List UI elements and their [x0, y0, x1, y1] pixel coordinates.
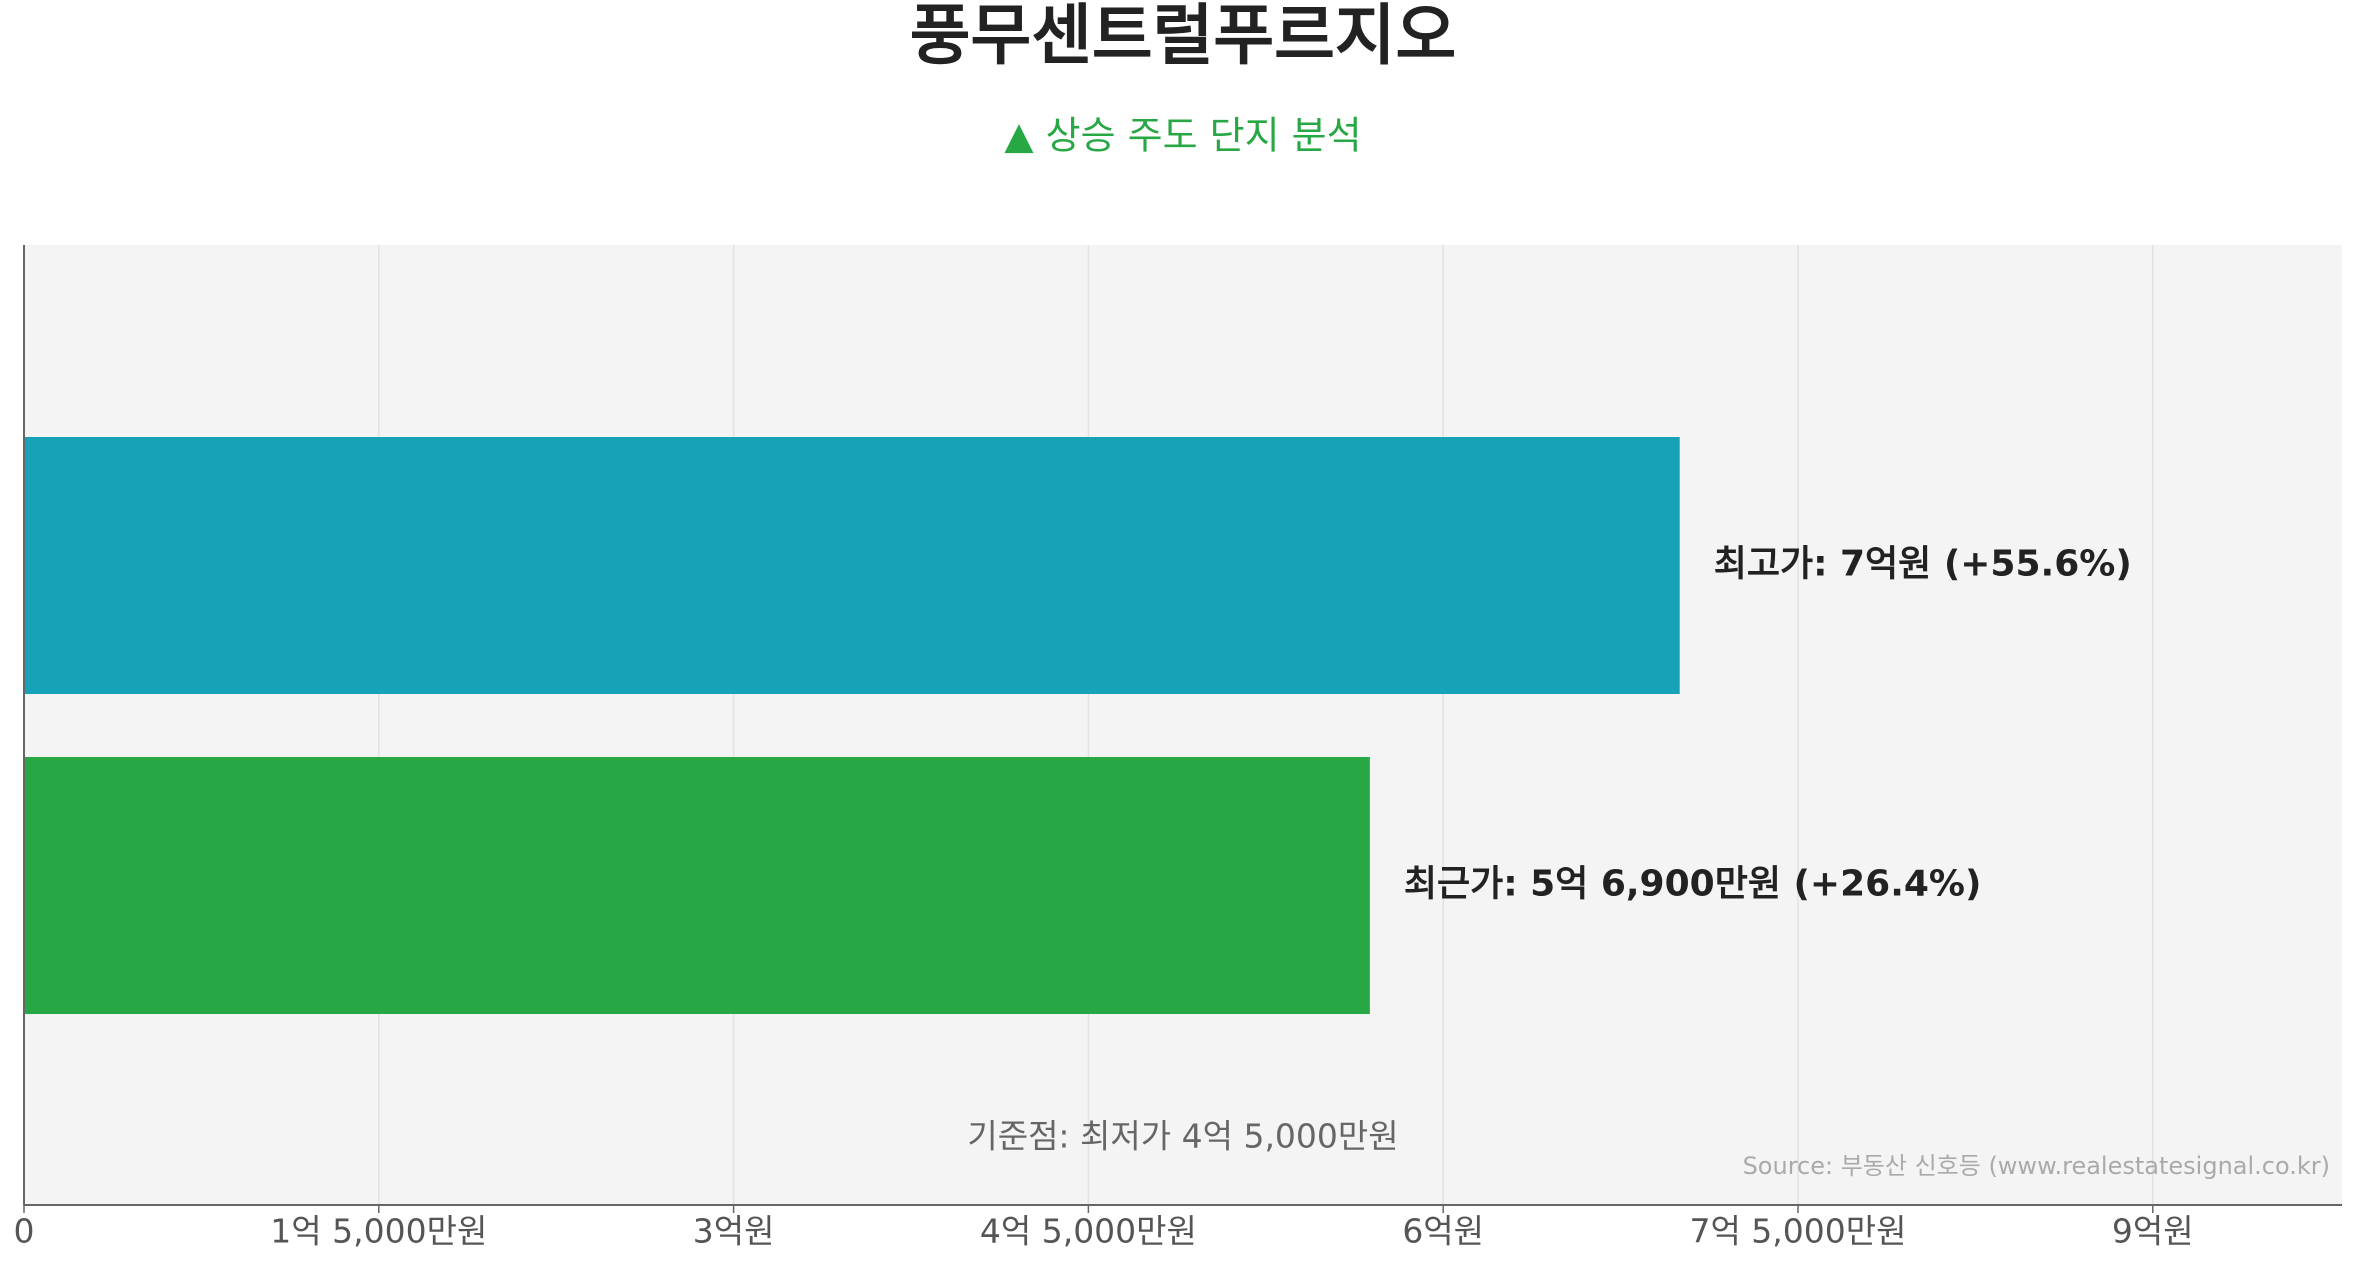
- annotation: 기준점: 최저가 4억 5,000만원: [967, 1117, 1398, 1156]
- value-label: 최근가: 5억 6,900만원 (+26.4%): [1404, 864, 1982, 905]
- x-tick-label: 0: [14, 1212, 35, 1251]
- x-tick-label: 6억원: [1402, 1212, 1484, 1251]
- plot-background: [24, 245, 2342, 1205]
- bar: [24, 437, 1680, 694]
- chart-subtitle: ▲ 상승 주도 단지 분석: [1004, 114, 1361, 158]
- chart-title: 풍무센트럴푸르지오: [910, 0, 1456, 74]
- bar: [24, 757, 1370, 1014]
- x-tick-label: 1억 5,000만원: [270, 1212, 487, 1251]
- source: Source: 부동산 신호등 (www.realestatesignal.co…: [1743, 1152, 2330, 1180]
- x-tick-label: 4억 5,000만원: [980, 1212, 1197, 1251]
- x-tick-label: 3억원: [693, 1212, 775, 1251]
- x-tick-label: 7억 5,000만원: [1689, 1212, 1906, 1251]
- x-tick-label: 9억원: [2112, 1212, 2194, 1251]
- value-label: 최고가: 7억원 (+55.6%): [1714, 544, 2132, 585]
